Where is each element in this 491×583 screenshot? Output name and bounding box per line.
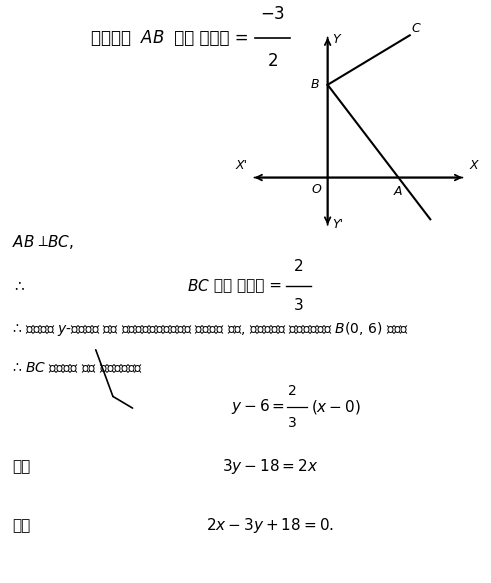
Text: B: B xyxy=(311,78,320,92)
Text: या: या xyxy=(12,459,30,474)
Text: रेखा: रेखा xyxy=(91,29,136,47)
Text: Y': Y' xyxy=(332,219,343,231)
Text: $-3$: $-3$ xyxy=(260,5,285,23)
Text: $BC,$: $BC,$ xyxy=(47,233,73,251)
Text: C: C xyxy=(412,22,421,36)
Text: $2$: $2$ xyxy=(294,258,303,274)
Text: $3$: $3$ xyxy=(287,416,297,430)
Text: $AB$: $AB$ xyxy=(12,234,35,250)
Text: $\therefore$: $\therefore$ xyxy=(12,278,26,293)
Text: O: O xyxy=(312,183,322,196)
Text: ∴ रेखा $y$-अक्ष पर प्रतिच्छेद करती है, इसलिए बिन्दु $B$(0, 6) है।: ∴ रेखा $y$-अक्ष पर प्रतिच्छेद करती है, इ… xyxy=(12,321,409,338)
Text: X: X xyxy=(469,159,478,172)
Text: Y: Y xyxy=(332,33,339,46)
Text: $\perp$: $\perp$ xyxy=(35,234,50,250)
Text: $BC$: $BC$ xyxy=(187,278,210,294)
Text: $(x-0)$: $(x-0)$ xyxy=(311,398,361,416)
Text: $2x - 3y + 18 = 0.$: $2x - 3y + 18 = 0.$ xyxy=(206,517,334,535)
Text: की ढाल =: की ढाल = xyxy=(169,29,254,47)
Text: की ढाल =: की ढाल = xyxy=(209,278,287,293)
Text: $3y - 18 = 2x$: $3y - 18 = 2x$ xyxy=(222,457,318,476)
Text: $3$: $3$ xyxy=(293,297,304,313)
Text: ∴ $BC$ रेखा का समीकरण: ∴ $BC$ रेखा का समीकरण xyxy=(12,360,143,375)
Text: A: A xyxy=(393,185,402,198)
Text: X': X' xyxy=(236,159,247,172)
Text: $AB$: $AB$ xyxy=(140,29,164,47)
Text: $y - 6 = $: $y - 6 = $ xyxy=(231,398,285,416)
Text: $2$: $2$ xyxy=(287,384,297,398)
Text: या: या xyxy=(12,518,30,533)
Text: $2$: $2$ xyxy=(267,52,278,71)
